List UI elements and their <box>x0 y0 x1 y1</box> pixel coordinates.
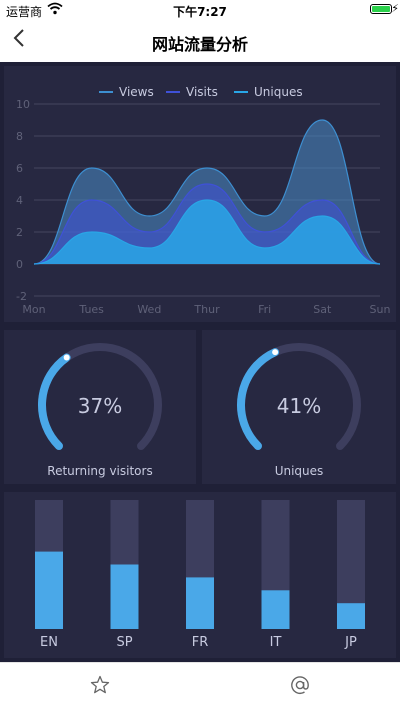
page-title: 网站流量分析 <box>151 35 248 54</box>
uniques-gauge: 41% Uniques <box>237 343 361 478</box>
series-line-visits <box>33 183 381 265</box>
y-tick-label: 2 <box>16 226 23 239</box>
charging-icon: ⚡ <box>391 2 399 15</box>
star-icon[interactable] <box>90 675 110 700</box>
traffic-area-chart: Views Visits Uniques -2 0 2 4 6 8 10 Mon Tues Wed T… <box>16 85 391 316</box>
bar-category-label: JP <box>344 635 357 650</box>
legend-label: Views <box>119 85 154 99</box>
battery-icon <box>370 4 392 14</box>
legend-label: Visits <box>186 85 218 99</box>
bar-sp <box>110 564 139 629</box>
bar-jp <box>337 603 365 629</box>
series-line-views <box>33 119 381 265</box>
language-bar-chart: EN SP FR IT JP <box>35 500 365 650</box>
gauge-knob <box>63 354 70 361</box>
y-tick-label: 6 <box>16 162 23 175</box>
gauge-knob <box>272 349 279 356</box>
x-tick-label: Fri <box>258 303 271 316</box>
y-tick-label: -2 <box>16 290 27 303</box>
chevron-left-icon[interactable] <box>12 27 26 55</box>
traffic-area-chart-panel: Views Visits Uniques -2 0 2 4 6 8 10 Mon Tues Wed T… <box>4 66 396 322</box>
y-tick-label: 0 <box>16 258 23 271</box>
gauge-value-label: 41% <box>277 394 321 418</box>
clock-time: 下午7:27 <box>173 5 227 19</box>
bar-category-label: SP <box>116 635 132 650</box>
bar-fr <box>186 577 214 629</box>
y-tick-label: 8 <box>16 130 23 143</box>
bar-en <box>35 551 63 629</box>
returning-visitors-gauge-panel: 37% Returning visitors <box>4 330 196 484</box>
gauge-value-arc <box>38 353 71 451</box>
bar-category-label: FR <box>192 635 209 650</box>
gauge-value-arc <box>237 348 280 451</box>
x-tick-label: Tues <box>78 303 104 316</box>
y-tick-label: 4 <box>16 194 23 207</box>
language-bar-chart-panel: EN SP FR IT JP <box>4 492 396 658</box>
series-line-uniques <box>33 199 381 265</box>
gauge-value-label: 37% <box>78 394 122 418</box>
uniques-gauge-panel: 41% Uniques <box>202 330 396 484</box>
wifi-icon <box>47 2 63 18</box>
returning-visitors-gauge: 37% Returning visitors <box>38 343 162 478</box>
dashboard: Views Visits Uniques -2 0 2 4 6 8 10 Mon Tues Wed T… <box>0 62 400 662</box>
carrier-label: 运营商 <box>6 5 43 19</box>
bar-category-label: EN <box>40 635 58 650</box>
navigation-bar: 网站流量分析 <box>0 20 400 62</box>
gauge-caption: Returning visitors <box>47 464 152 478</box>
gauge-caption: Uniques <box>275 464 324 478</box>
y-tick-label: 10 <box>16 98 30 111</box>
bar-it <box>261 590 290 629</box>
x-tick-label: Mon <box>22 303 45 316</box>
x-tick-label: Sat <box>313 303 332 316</box>
legend-label: Uniques <box>254 85 303 99</box>
status-bar: 运营商 下午7:27 ⚡ <box>0 0 400 20</box>
at-icon[interactable] <box>290 675 310 700</box>
tab-bar <box>0 662 400 711</box>
x-tick-label: Thur <box>193 303 220 316</box>
series-area-uniques <box>34 200 380 264</box>
x-tick-label: Sun <box>370 303 391 316</box>
x-tick-label: Wed <box>137 303 161 316</box>
bar-category-label: IT <box>270 635 282 650</box>
